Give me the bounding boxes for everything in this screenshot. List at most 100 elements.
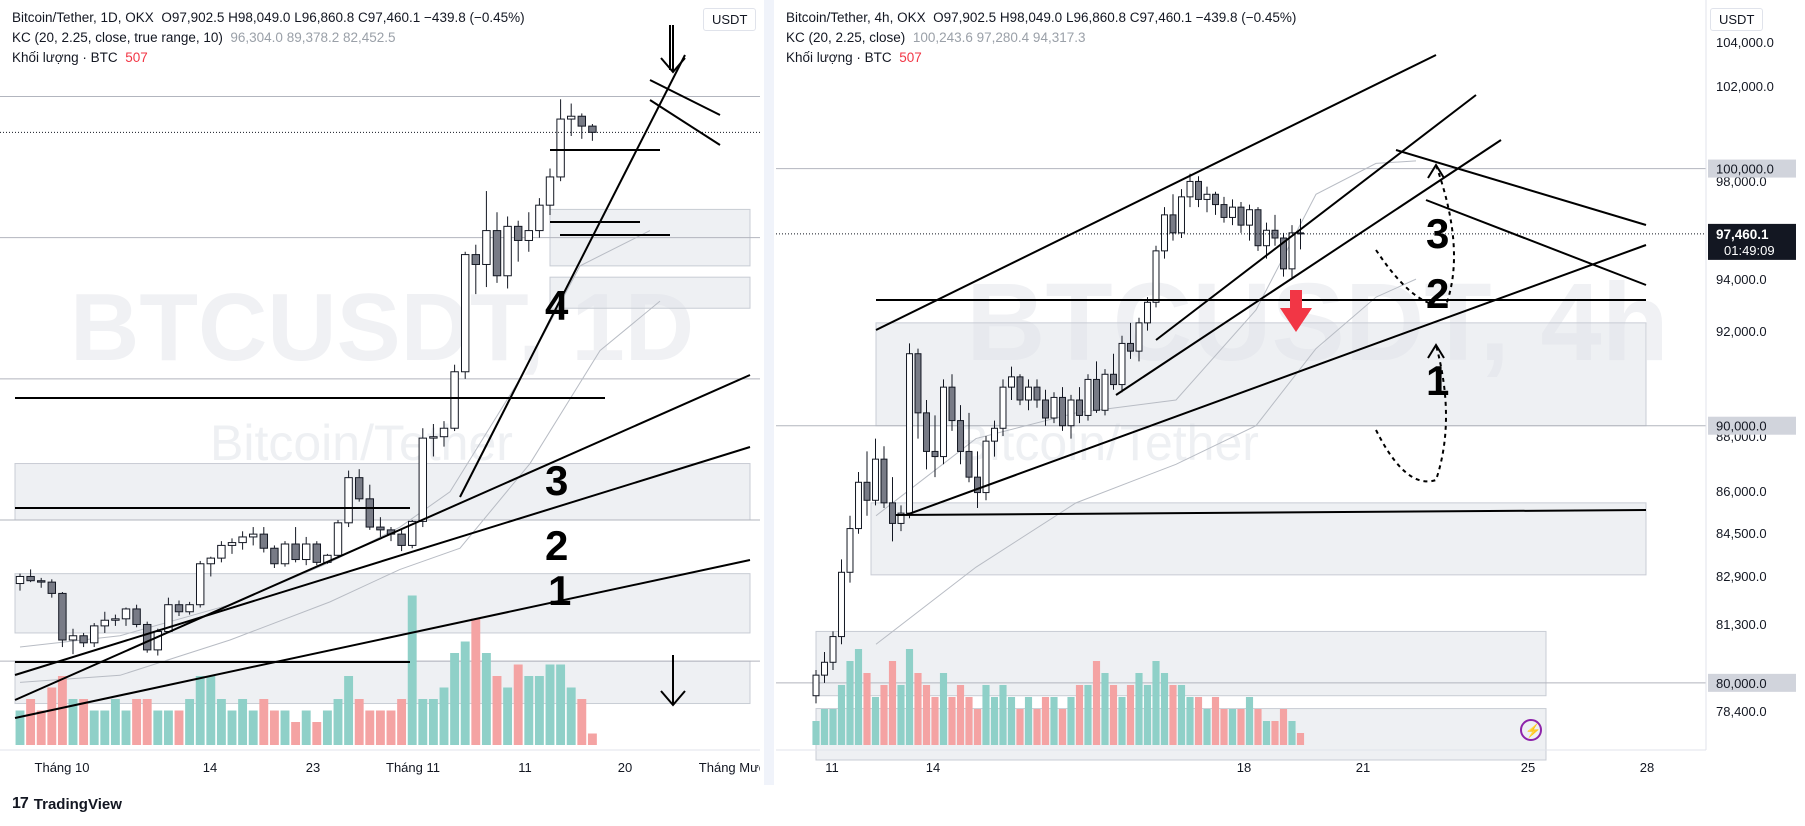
volume-bar bbox=[556, 664, 566, 745]
candle-body bbox=[923, 412, 930, 452]
brand-name: TradingView bbox=[33, 795, 122, 813]
volume-bar bbox=[450, 653, 460, 745]
candle-body bbox=[1186, 180, 1194, 198]
volume-bar bbox=[931, 697, 939, 745]
candle-body bbox=[855, 481, 862, 530]
volume-bar bbox=[973, 709, 982, 745]
volume-bar bbox=[846, 661, 854, 745]
candle-body bbox=[460, 254, 470, 373]
candle-body bbox=[238, 536, 247, 544]
price-tick-label: 102,000.0 bbox=[1716, 79, 1774, 94]
volume-bar bbox=[238, 699, 248, 745]
price-tick-label: 81,300.0 bbox=[1716, 617, 1767, 632]
price-tick-label: 84,500.0 bbox=[1716, 526, 1767, 541]
projection-path bbox=[1375, 164, 1455, 307]
ohlc-readout: O97,902.5 H98,049.0 L96,860.8 C97,460.1 … bbox=[933, 10, 1297, 25]
indicator-volume-label[interactable]: Khối lượng · BTC bbox=[12, 50, 118, 65]
volume-bar bbox=[854, 649, 863, 745]
price-chart-4h[interactable]: BTCUSDT, 4hBitcoin/Tether321⚡104,000.010… bbox=[776, 0, 1805, 785]
indicator-volume-label[interactable]: Khối lượng · BTC bbox=[786, 50, 892, 65]
volume-bar bbox=[428, 699, 438, 745]
trendline bbox=[649, 99, 721, 146]
price-chart-1d[interactable]: BTCUSDT, 1DBitcoin/Tether432154,100.056,… bbox=[0, 0, 760, 785]
indicator-kc-label[interactable]: KC (20, 2.25, close) bbox=[786, 30, 906, 45]
candle-body bbox=[1135, 322, 1143, 352]
time-tick-label: 21 bbox=[1356, 760, 1370, 775]
volume-bar bbox=[344, 676, 354, 745]
volume-bar bbox=[1186, 697, 1194, 745]
candle-body bbox=[248, 533, 258, 538]
volume-bar bbox=[1024, 697, 1033, 745]
candle-body bbox=[185, 604, 194, 613]
time-tick-label: 23 bbox=[306, 760, 320, 775]
candle-body bbox=[132, 608, 141, 625]
candle-body bbox=[26, 575, 35, 582]
volume-bar bbox=[269, 710, 279, 745]
candle-body bbox=[1144, 301, 1151, 324]
annotation-label: 4 bbox=[545, 282, 569, 329]
volume-bar bbox=[68, 699, 78, 745]
symbol-label[interactable]: Bitcoin/Tether, 1D, OKX bbox=[12, 10, 154, 25]
indicator-kc-label[interactable]: KC (20, 2.25, close, true range, 10) bbox=[12, 30, 223, 45]
up-arrow-icon bbox=[1280, 290, 1312, 332]
trendline bbox=[14, 559, 751, 719]
volume-bar bbox=[939, 673, 948, 745]
time-tick-label: 20 bbox=[618, 760, 632, 775]
volume-bar bbox=[259, 699, 269, 745]
keltner-channel-line bbox=[875, 278, 1417, 645]
candle-body bbox=[142, 623, 152, 651]
symbol-label[interactable]: Bitcoin/Tether, 4h, OKX bbox=[786, 10, 926, 25]
indicator-kc-values: 96,304.0 89,378.2 82,452.5 bbox=[230, 30, 396, 45]
volume-bar bbox=[1262, 721, 1271, 745]
candle-body bbox=[174, 604, 184, 613]
candle-body bbox=[1050, 396, 1058, 419]
currency-selector[interactable]: USDT bbox=[1710, 8, 1764, 31]
candle-body bbox=[872, 458, 879, 501]
chart-panel-4h[interactable]: Bitcoin/Tether, 4h, OKX O97,902.5 H98,04… bbox=[776, 0, 1805, 785]
volume-bar bbox=[1279, 709, 1288, 745]
volume-bar bbox=[1126, 685, 1135, 745]
volume-bar bbox=[905, 649, 914, 745]
volume-bar bbox=[185, 699, 195, 745]
candle-body bbox=[365, 498, 375, 528]
volume-bar bbox=[386, 710, 396, 745]
time-tick-label: 14 bbox=[203, 760, 217, 775]
indicator-volume-value: 507 bbox=[899, 50, 922, 65]
volume-bar bbox=[79, 699, 89, 745]
candle-body bbox=[1042, 399, 1049, 419]
volume-bar bbox=[1194, 697, 1203, 745]
volume-bar bbox=[1203, 709, 1211, 745]
volume-bar bbox=[829, 709, 837, 745]
volume-bar bbox=[922, 685, 931, 745]
volume-bar bbox=[1169, 685, 1177, 745]
volume-bar bbox=[1245, 697, 1254, 745]
volume-bar bbox=[999, 685, 1007, 745]
time-tick-label: Tháng Mười hai bbox=[699, 760, 760, 775]
lightning-icon bbox=[1520, 719, 1542, 741]
annotation-label: 3 bbox=[545, 457, 568, 504]
candle-body bbox=[1110, 373, 1117, 386]
candle-body bbox=[1084, 378, 1092, 416]
down-arrow-icon bbox=[660, 57, 686, 74]
candle-body bbox=[1067, 399, 1075, 427]
time-tick-label: 11 bbox=[518, 760, 532, 775]
candle-body bbox=[1212, 193, 1219, 206]
support-resistance-zone bbox=[14, 463, 751, 521]
candle-body bbox=[821, 661, 828, 676]
candle-body bbox=[974, 476, 981, 494]
support-resistance-zone bbox=[549, 276, 751, 309]
volume-bar bbox=[163, 710, 173, 745]
volume-bar bbox=[1296, 733, 1305, 745]
currency-selector[interactable]: USDT bbox=[703, 8, 757, 31]
chart-panel-1d[interactable]: Bitcoin/Tether, 1D, OKX O97,902.5 H98,04… bbox=[0, 0, 760, 785]
volume-bar bbox=[481, 653, 491, 745]
candle-body bbox=[492, 230, 502, 277]
volume-bar bbox=[1271, 721, 1279, 745]
indicator-kc-values: 100,243.6 97,280.4 94,317.3 bbox=[912, 30, 1086, 45]
candle-body bbox=[1229, 206, 1236, 218]
candle-body bbox=[1195, 180, 1202, 200]
panel-separator[interactable] bbox=[764, 0, 774, 785]
candle-body bbox=[991, 427, 998, 442]
candle-body bbox=[312, 543, 322, 563]
volume-bar bbox=[914, 673, 922, 745]
